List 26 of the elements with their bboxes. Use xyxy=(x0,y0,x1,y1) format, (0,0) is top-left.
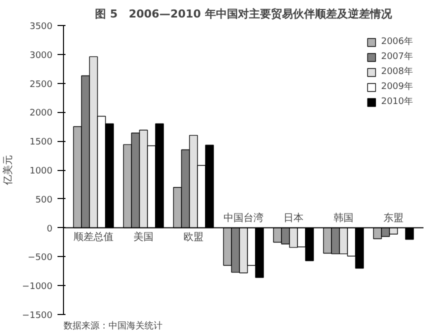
y-tick-label: 500 xyxy=(35,195,53,206)
legend-label: 2009年 xyxy=(381,80,413,93)
y-tick-label: 2500 xyxy=(30,80,53,90)
y-tick-label: 3000 xyxy=(30,50,53,61)
y-tick-label: 3500 xyxy=(30,22,53,32)
y-tick-label: −1500 xyxy=(22,311,53,321)
legend-label: 2010年 xyxy=(381,96,413,108)
x-tick-label: 韩国 xyxy=(334,212,354,224)
legend-label: 2008年 xyxy=(381,66,413,78)
legend-label: 2007年 xyxy=(381,50,413,63)
legend-label: 2006年 xyxy=(381,36,413,48)
y-tick-label: −1000 xyxy=(22,282,53,292)
x-tick-label: 顺差总值 xyxy=(74,230,114,243)
y-tick-label: 0 xyxy=(46,224,53,234)
y-tick-label: 1000 xyxy=(30,166,53,176)
x-tick-label: 美国 xyxy=(134,230,154,243)
chart-title: 图 5 2006—2010 年中国对主要贸易伙伴顺差及逆差情况 xyxy=(95,8,393,20)
source-note: 数据来源：中国海关统计 xyxy=(64,320,162,332)
y-tick-label: −500 xyxy=(28,253,53,264)
x-tick-label: 欧盟 xyxy=(184,230,204,243)
y-tick-label: 1500 xyxy=(30,138,53,148)
x-tick-label: 中国台湾 xyxy=(224,212,264,224)
x-tick-label: 东盟 xyxy=(384,212,404,224)
x-tick-label: 日本 xyxy=(284,212,304,224)
y-tick-label: 2000 xyxy=(30,108,53,119)
y-axis-title: 亿美元 xyxy=(2,155,14,186)
